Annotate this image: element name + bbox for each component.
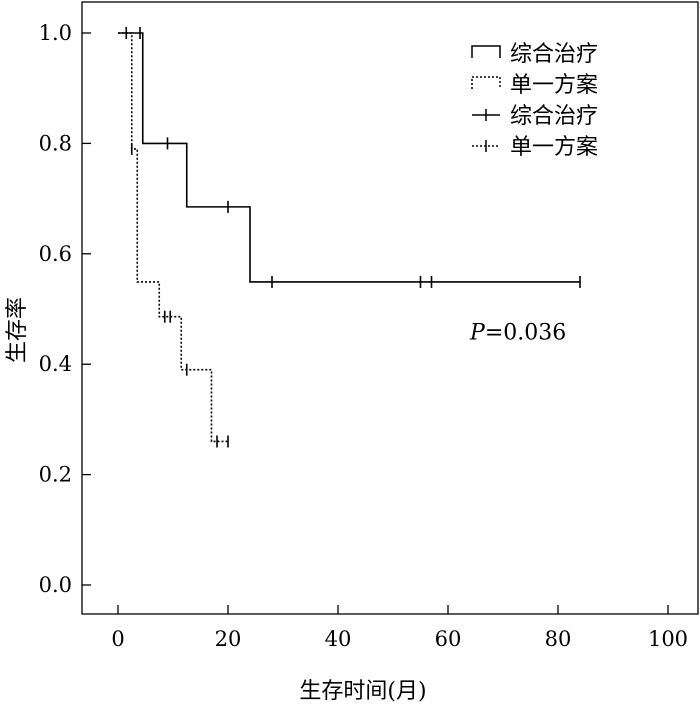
legend-label: 单一方案 bbox=[510, 73, 598, 98]
y-tick-label: 0.0 bbox=[39, 573, 72, 597]
x-axis-title: 生存时间(月) bbox=[299, 679, 426, 704]
series-line-1 bbox=[118, 32, 580, 283]
legend-label: 综合治疗 bbox=[510, 104, 598, 129]
series-line-2 bbox=[118, 32, 228, 443]
x-axis-ticks: 0 20 40 60 80 100 bbox=[111, 605, 688, 651]
x-tick-label: 60 bbox=[435, 627, 462, 651]
series-layer bbox=[118, 27, 581, 448]
p-value-annotation: P=0.036 bbox=[469, 320, 566, 345]
x-tick-label: 100 bbox=[648, 627, 688, 651]
x-tick-label: 20 bbox=[215, 627, 242, 651]
y-tick-label: 0.4 bbox=[39, 352, 72, 376]
legend-line-sample bbox=[471, 76, 501, 89]
y-tick-label: 0.6 bbox=[39, 242, 72, 266]
legend-label: 单一方案 bbox=[510, 135, 598, 160]
y-axis-ticks: 0.0 0.2 0.4 0.6 0.8 1.0 bbox=[39, 21, 91, 597]
y-tick-label: 0.8 bbox=[39, 131, 72, 155]
x-tick-label: 80 bbox=[545, 627, 572, 651]
x-tick-label: 40 bbox=[325, 627, 352, 651]
y-tick-label: 1.0 bbox=[39, 21, 72, 45]
y-tick-label: 0.2 bbox=[39, 463, 72, 487]
x-tick-label: 0 bbox=[111, 627, 124, 651]
legend-label: 综合治疗 bbox=[510, 42, 598, 67]
legend-line-sample bbox=[471, 45, 501, 58]
y-axis-title: 生存率 bbox=[5, 297, 30, 363]
plot-frame bbox=[81, 1, 699, 615]
